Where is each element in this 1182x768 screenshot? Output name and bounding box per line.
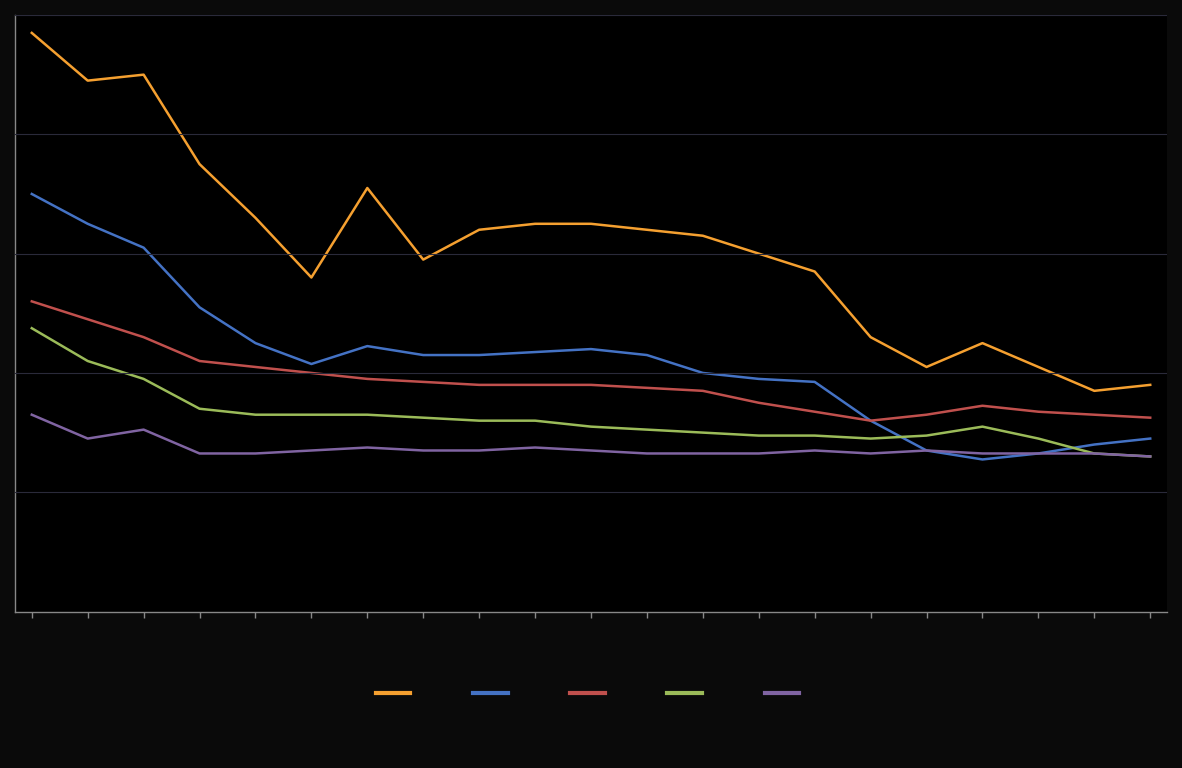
Legend: , , , , : , , , , [376, 686, 806, 700]
